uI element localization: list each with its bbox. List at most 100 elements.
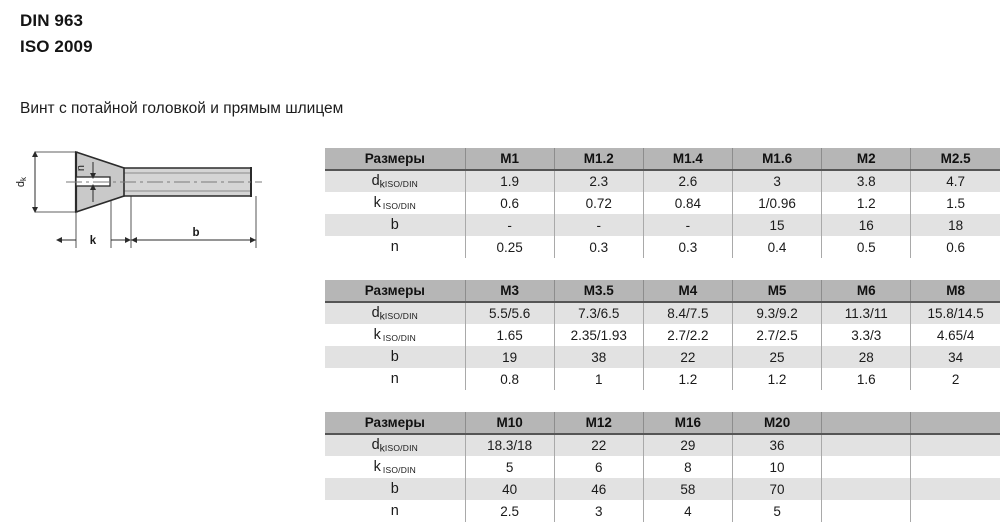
table-cell: 36 <box>731 434 822 456</box>
table-header-size-M2: M2 <box>821 148 911 171</box>
table-cell: 5.5/5.6 <box>464 302 555 324</box>
table-row: b 19 38 22 25 28 34 <box>325 346 1000 368</box>
table-cell: 4.7 <box>910 170 1000 192</box>
table-row: k ISO/DIN 5 6 8 10 <box>325 456 1000 478</box>
table-cell: 25 <box>731 346 822 368</box>
dimension-dk: dk <box>15 151 78 213</box>
table-cell: 2.5 <box>464 500 555 522</box>
table-cell: 0.3 <box>553 236 644 258</box>
row-label-k: k ISO/DIN <box>325 324 466 346</box>
table-cell: 15.8/14.5 <box>910 302 1000 324</box>
table-row: n 0.25 0.3 0.3 0.4 0.5 0.6 <box>325 236 1000 258</box>
table-cell: 58 <box>642 478 733 500</box>
table-cell: 1.2 <box>731 368 822 390</box>
table-cell: 29 <box>642 434 733 456</box>
table-header-size-M10: M10 <box>464 412 555 435</box>
row-label-d: dkISO/DIN <box>325 170 466 192</box>
table-cell: 22 <box>642 346 733 368</box>
table-header-empty <box>821 412 911 435</box>
table-header-dimensions: Размеры <box>325 148 466 171</box>
table-header-size-M16: M16 <box>642 412 733 435</box>
standard-title-iso: ISO 2009 <box>20 37 93 56</box>
row-label-b: b <box>325 214 466 236</box>
table-cell: 46 <box>553 478 644 500</box>
table-header-row: Размеры M3 M3.5 M4 M5 M6 M8 <box>325 280 1000 303</box>
table-cell-empty <box>821 434 911 456</box>
table-cell: 8 <box>642 456 733 478</box>
table-cell: 5 <box>731 500 822 522</box>
countersunk-slotted-screw-drawing: dk n k b <box>0 140 320 260</box>
dimension-label-b: b <box>192 227 199 239</box>
table-cell: 2.35/1.93 <box>553 324 644 346</box>
standard-title-din: DIN 963 <box>20 11 84 30</box>
table-row: b - - -15 16 18 <box>325 214 1000 236</box>
table-cell-empty <box>910 456 1000 478</box>
table-body: dkISO/DIN 18.3/18 22 29 36 k ISO/DIN 5 6 8 10 b 40 46… <box>325 434 1000 522</box>
table-cell: 1.9 <box>464 170 555 192</box>
standard-titles: DIN 963 ISO 2009 <box>20 8 93 60</box>
table-cell: - <box>464 214 555 236</box>
table-cell: 28 <box>821 346 911 368</box>
row-label-n: n <box>325 500 466 522</box>
table-cell: 0.4 <box>731 236 822 258</box>
table-header-dimensions: Размеры <box>325 412 466 435</box>
table-cell: 11.3/11 <box>821 302 911 324</box>
dimensions-table-2-container: Размеры M3 M3.5 M4 M5 M6 M8 dkISO/DIN 5.5/5.6 7.… <box>325 280 1000 390</box>
table-cell: 3 <box>553 500 644 522</box>
table-cell: 0.8 <box>464 368 555 390</box>
table-header-size-M5: M5 <box>731 280 822 303</box>
row-label-k: k ISO/DIN <box>325 456 466 478</box>
table-cell: 2.3 <box>553 170 644 192</box>
table-cell: 1.2 <box>642 368 733 390</box>
table-cell: 2 <box>910 368 1000 390</box>
table-cell: 15 <box>731 214 822 236</box>
table-cell-empty <box>821 500 911 522</box>
row-label-b: b <box>325 346 466 368</box>
table-cell: 2.7/2.2 <box>642 324 733 346</box>
table-row: dkISO/DIN 18.3/18 22 29 36 <box>325 434 1000 456</box>
table-row: n 2.5 3 4 5 <box>325 500 1000 522</box>
table-cell: 2.6 <box>642 170 733 192</box>
table-cell: 19 <box>464 346 555 368</box>
table-cell: 4.65/4 <box>910 324 1000 346</box>
row-label-n: n <box>325 236 466 258</box>
table-cell: 9.3/9.2 <box>731 302 822 324</box>
table-cell: - <box>642 214 733 236</box>
table-header-size-M6: M6 <box>821 280 911 303</box>
table-row: k ISO/DIN 1.65 2.35/1.93 2.7/2.2 2.7/2.5 3.3/3… <box>325 324 1000 346</box>
table-cell: 34 <box>910 346 1000 368</box>
table-cell: 6 <box>553 456 644 478</box>
table-cell: 16 <box>821 214 911 236</box>
table-cell-empty <box>910 478 1000 500</box>
table-cell: 0.6 <box>910 236 1000 258</box>
table-header-size-M1.2: M1.2 <box>553 148 644 171</box>
table-cell: 2.7/2.5 <box>731 324 822 346</box>
table-cell: 3.3/3 <box>821 324 911 346</box>
table-cell: 1.6 <box>821 368 911 390</box>
dimension-label-k: k <box>90 235 97 247</box>
dimensions-table-3-container: Размеры M10 M12 M16 M20 dkISO/DIN 18.3/18 22 29… <box>325 412 1000 522</box>
table-cell: 0.5 <box>821 236 911 258</box>
table-cell: 8.4/7.5 <box>642 302 733 324</box>
row-label-k: k ISO/DIN <box>325 192 466 214</box>
table-cell: 3 <box>731 170 822 192</box>
table-header-size-M8: M8 <box>910 280 1000 303</box>
table-header-size-M12: M12 <box>553 412 644 435</box>
table-header-size-M20: M20 <box>731 412 822 435</box>
dimensions-table-1-container: Размеры M1 M1.2 M1.4 M1.6 M2 M2.5 dkISO/DIN 1.9… <box>325 148 1000 258</box>
table-body: dkISO/DIN 1.9 2.3 2.6 3 3.8 4.7 k ISO/DIN 0.6 0.72… <box>325 170 1000 258</box>
table-row: dkISO/DIN 1.9 2.3 2.6 3 3.8 4.7 <box>325 170 1000 192</box>
table-cell: 0.3 <box>642 236 733 258</box>
table-cell: 1.65 <box>464 324 555 346</box>
table-cell: 0.84 <box>642 192 733 214</box>
table-header-size-M1: M1 <box>464 148 555 171</box>
table-cell-empty <box>910 434 1000 456</box>
table-cell: 18 <box>910 214 1000 236</box>
table-cell: 4 <box>642 500 733 522</box>
table-header-size-M3.5: M3.5 <box>553 280 644 303</box>
table-cell: 18.3/18 <box>464 434 555 456</box>
table-cell: 7.3/6.5 <box>553 302 644 324</box>
table-row: b 40 46 58 70 <box>325 478 1000 500</box>
row-label-d: dkISO/DIN <box>325 434 466 456</box>
table-cell: 3.8 <box>821 170 911 192</box>
